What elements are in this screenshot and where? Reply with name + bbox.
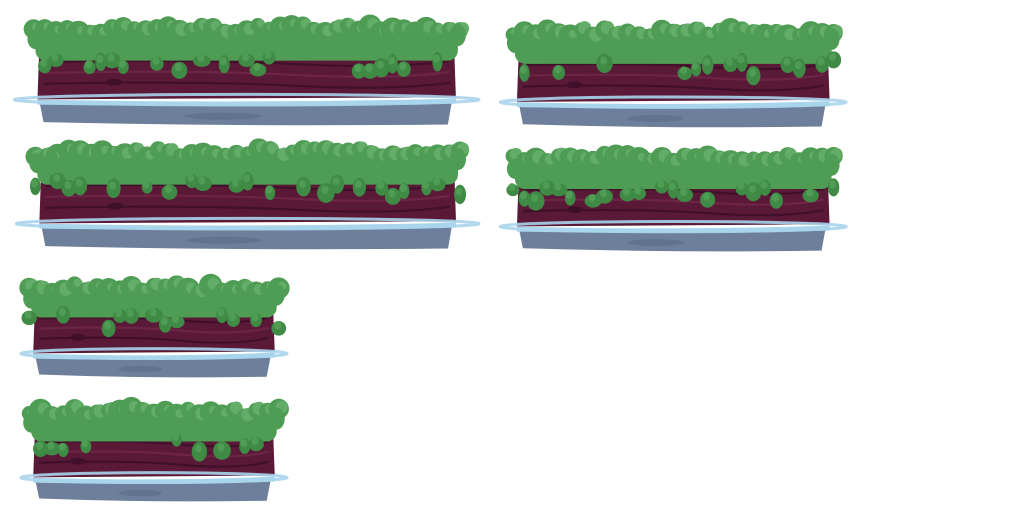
log-platform-short-1 bbox=[19, 273, 290, 378]
wood-knot bbox=[107, 202, 124, 210]
reflection-shade bbox=[626, 114, 684, 122]
moss-canopy bbox=[25, 138, 469, 205]
water-line bbox=[516, 101, 830, 109]
log-platform-medium-1 bbox=[498, 18, 848, 128]
moss-canopy bbox=[505, 18, 843, 86]
reflection-shade bbox=[185, 236, 262, 244]
log-platform-long-1 bbox=[12, 14, 481, 126]
wood-knot bbox=[566, 81, 583, 89]
wood-grain bbox=[522, 188, 824, 196]
wood-grain bbox=[45, 194, 451, 202]
wood-knot bbox=[69, 457, 86, 465]
log-platform-short-2 bbox=[19, 396, 289, 502]
water-line bbox=[33, 352, 275, 360]
moss-canopy bbox=[505, 144, 843, 211]
wood-knot bbox=[566, 206, 583, 214]
wood-grain bbox=[43, 81, 451, 89]
moss-canopy bbox=[19, 273, 290, 338]
reflection-shade bbox=[118, 489, 163, 497]
reflection-shade bbox=[626, 239, 684, 247]
water-line bbox=[33, 476, 275, 484]
wood-knot bbox=[106, 78, 123, 86]
wood-grain bbox=[522, 73, 824, 81]
reflection-shade bbox=[184, 112, 262, 120]
moss-canopy bbox=[21, 396, 289, 462]
water-line bbox=[39, 222, 457, 230]
water-line bbox=[516, 225, 830, 233]
moss-canopy bbox=[23, 14, 470, 79]
wood-grain bbox=[45, 205, 451, 213]
log-platform-long-2 bbox=[14, 138, 481, 250]
wood-knot bbox=[69, 333, 86, 341]
reflection-shade bbox=[118, 365, 163, 373]
water-line bbox=[37, 98, 456, 106]
wood-grain bbox=[39, 326, 270, 334]
log-platform-medium-2 bbox=[498, 144, 848, 252]
